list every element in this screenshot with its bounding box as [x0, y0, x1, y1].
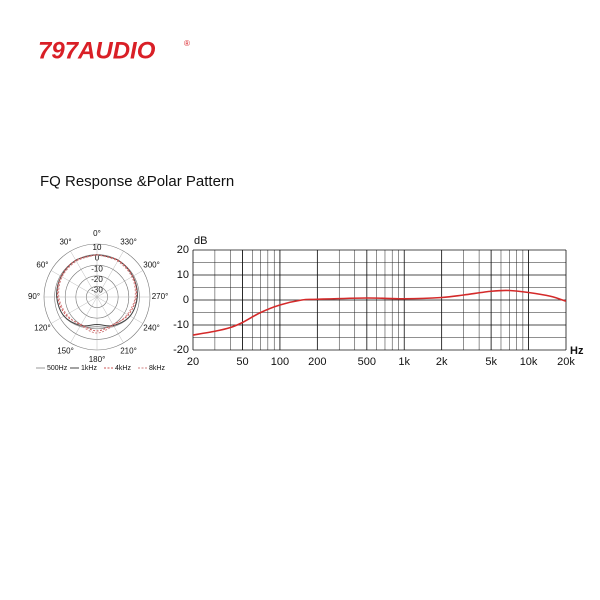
angle-tick-label: 210° — [120, 347, 137, 356]
angle-tick-label: 180° — [89, 355, 106, 364]
x-tick-label: 1k — [398, 356, 410, 368]
y-tick-label: -20 — [173, 344, 189, 356]
x-tick-label: 10k — [520, 356, 538, 368]
r-tick-label: -30 — [91, 286, 103, 295]
angle-tick-label: 270° — [152, 292, 169, 301]
y-tick-label: -10 — [173, 319, 189, 331]
angle-tick-label: 0° — [93, 229, 101, 238]
angle-tick-label: 90° — [28, 292, 40, 301]
x-tick-label: 50 — [236, 356, 248, 368]
polar-spoke — [96, 296, 143, 324]
y-axis-label: dB — [194, 235, 207, 247]
r-tick-label: 0 — [95, 254, 100, 263]
x-tick-label: 200 — [308, 356, 326, 368]
legend-label: 1kHz — [81, 365, 97, 372]
polar-spoke — [51, 296, 98, 324]
y-tick-label: 0 — [183, 294, 189, 306]
legend-label: 4kHz — [115, 365, 131, 372]
polar-spoke — [70, 251, 98, 298]
y-tick-label: 10 — [177, 269, 189, 281]
x-tick-label: 20 — [187, 356, 199, 368]
x-tick-label: 500 — [358, 356, 376, 368]
polar-spoke — [96, 296, 124, 343]
angle-tick-label: 30° — [59, 238, 71, 247]
polar-curve — [58, 254, 136, 334]
angle-tick-label: 240° — [143, 324, 160, 333]
polar-spoke — [70, 296, 98, 343]
x-axis-label: Hz — [570, 345, 584, 357]
response-line — [192, 289, 567, 336]
legend-label: 500Hz — [47, 365, 68, 372]
legend-label: 8kHz — [149, 365, 165, 372]
angle-tick-label: 60° — [36, 261, 48, 270]
polar-spoke — [51, 270, 98, 298]
x-tick-label: 20k — [557, 356, 575, 368]
angle-tick-label: 330° — [120, 238, 137, 247]
angle-tick-label: 120° — [34, 324, 51, 333]
logo-mark: ® — [184, 39, 190, 48]
heading: FQ Response &Polar Pattern — [40, 173, 234, 190]
y-tick-label: 20 — [177, 244, 189, 256]
angle-tick-label: 150° — [57, 347, 74, 356]
x-tick-label: 2k — [436, 356, 448, 368]
r-tick-label: -20 — [91, 275, 103, 284]
logo: 797AUDIO — [38, 37, 156, 64]
r-tick-label: -10 — [91, 264, 103, 273]
x-tick-label: 100 — [271, 356, 289, 368]
angle-tick-label: 300° — [143, 261, 160, 270]
r-tick-label: 10 — [93, 243, 102, 252]
polar-spoke — [96, 270, 143, 298]
polar-spoke — [96, 251, 124, 298]
x-tick-label: 5k — [485, 356, 497, 368]
polar-curve — [57, 254, 137, 332]
